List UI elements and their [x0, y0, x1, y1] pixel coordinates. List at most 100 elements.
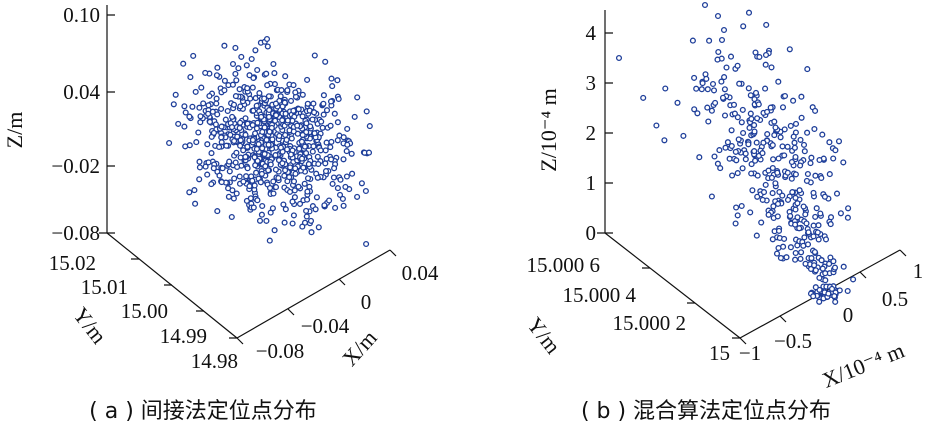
chart-a-point [237, 142, 244, 149]
chart-b-x-tick: 0.5 [882, 287, 908, 311]
chart-b-point [804, 66, 811, 73]
chart-a-point [305, 161, 312, 168]
chart-a-point [304, 175, 312, 182]
chart-b-point [749, 187, 756, 194]
chart-b-point [765, 211, 772, 218]
chart-a-point [200, 100, 207, 107]
chart-a-point [277, 144, 284, 151]
chart-b-z-tick: 3 [586, 71, 597, 95]
chart-a-point [301, 143, 308, 150]
chart-b-point [721, 86, 728, 93]
chart-b-x-label: X/10⁻⁴ m [819, 337, 908, 392]
chart-b-point [698, 86, 705, 93]
chart-a-x-tick: −0.08 [256, 339, 305, 363]
chart-a-z-tick: −0.08 [51, 221, 100, 245]
chart-b-point [762, 181, 769, 188]
chart-a-z-tick-labels: 0.10 0.04 −0.02 −0.08 [51, 3, 100, 245]
chart-b-point [796, 225, 803, 232]
chart-b-y-tick: 15.000 6 [527, 253, 601, 277]
chart-a-point [279, 117, 286, 124]
chart-a-point [209, 108, 216, 115]
chart-b-point [708, 193, 715, 200]
chart-a-point [237, 154, 244, 161]
chart-b-point [752, 49, 759, 56]
chart-a-point [358, 180, 365, 187]
chart-b-point [745, 9, 753, 16]
chart-b-point [714, 12, 722, 20]
chart-b-point [790, 133, 797, 140]
chart-a-point [263, 70, 270, 77]
chart-a-point [249, 122, 256, 129]
chart-b-point [803, 220, 810, 227]
chart-b-point [747, 209, 754, 216]
chart-b-point [835, 138, 843, 145]
chart-a-point [309, 116, 316, 123]
chart-a-point [340, 202, 347, 209]
chart-b-point [804, 129, 811, 136]
chart-b-point [759, 150, 766, 157]
chart-b-point [822, 236, 830, 243]
chart-a-point [312, 206, 319, 213]
chart-a-point [282, 131, 289, 139]
chart-a-point [218, 123, 225, 130]
chart-a-point [221, 87, 228, 94]
chart-b-point [817, 210, 824, 217]
chart-a-point [256, 90, 263, 97]
chart-a-point [202, 163, 209, 170]
chart-a-point [196, 104, 203, 111]
chart-a-point [257, 179, 264, 186]
chart-a-point [190, 52, 197, 59]
chart-a-point [299, 91, 306, 98]
chart-b-point [726, 155, 733, 162]
chart-b-point [706, 37, 713, 44]
chart-a-point [261, 124, 268, 131]
chart-b-point [691, 106, 698, 113]
chart-a-point [210, 129, 217, 136]
chart-b-point [816, 298, 823, 305]
chart-a-point [216, 172, 223, 179]
chart-a-x-axis [236, 249, 391, 339]
chart-a-point [205, 159, 212, 166]
chart-b-point [803, 177, 810, 184]
chart-b-point [787, 212, 794, 220]
chart-b-point [792, 153, 799, 161]
chart-b-y-tick: 15.000 2 [613, 311, 687, 335]
chart-a-point [284, 117, 291, 124]
chart-a-point [365, 149, 373, 156]
chart-a-point [254, 119, 261, 126]
chart-b-y-tick: 15 [709, 341, 730, 365]
chart-a-point [270, 190, 277, 197]
chart-b-y-axis [604, 232, 741, 339]
chart-b-point [828, 285, 836, 292]
chart-a-point [320, 92, 327, 99]
chart-b-point [814, 229, 821, 236]
chart-b-point [832, 147, 839, 154]
chart-a-point [289, 198, 296, 205]
chart-b-point [719, 94, 727, 101]
chart-b-point [772, 124, 779, 131]
chart-b-point [781, 92, 789, 100]
chart-a-point [202, 69, 209, 76]
chart-a-point [282, 73, 289, 80]
chart-b-point [831, 293, 838, 300]
chart-a-x-tick: −0.04 [301, 314, 350, 338]
chart-b-point [734, 170, 741, 177]
chart-a-point [323, 139, 330, 146]
chart-a-point [229, 60, 237, 68]
chart-a-z-tick: 0.10 [63, 3, 100, 27]
chart-a-point [327, 144, 334, 151]
chart-b-point [710, 87, 718, 94]
chart-a-point [351, 113, 358, 120]
chart-b-point [777, 134, 784, 141]
chart-a-point [304, 100, 311, 107]
chart-a-point [301, 180, 308, 187]
chart-a-point [262, 163, 269, 170]
chart-a-point [290, 82, 297, 89]
chart-b-point [802, 260, 809, 267]
chart-a-point [335, 95, 342, 103]
chart-a-point [181, 123, 188, 130]
chart-a-point [208, 150, 215, 157]
chart-a-point [331, 165, 338, 172]
chart-b-y-tick-labels: 15.000 6 15.000 4 15.000 2 15 [527, 253, 731, 365]
chart-b-point [798, 93, 805, 100]
